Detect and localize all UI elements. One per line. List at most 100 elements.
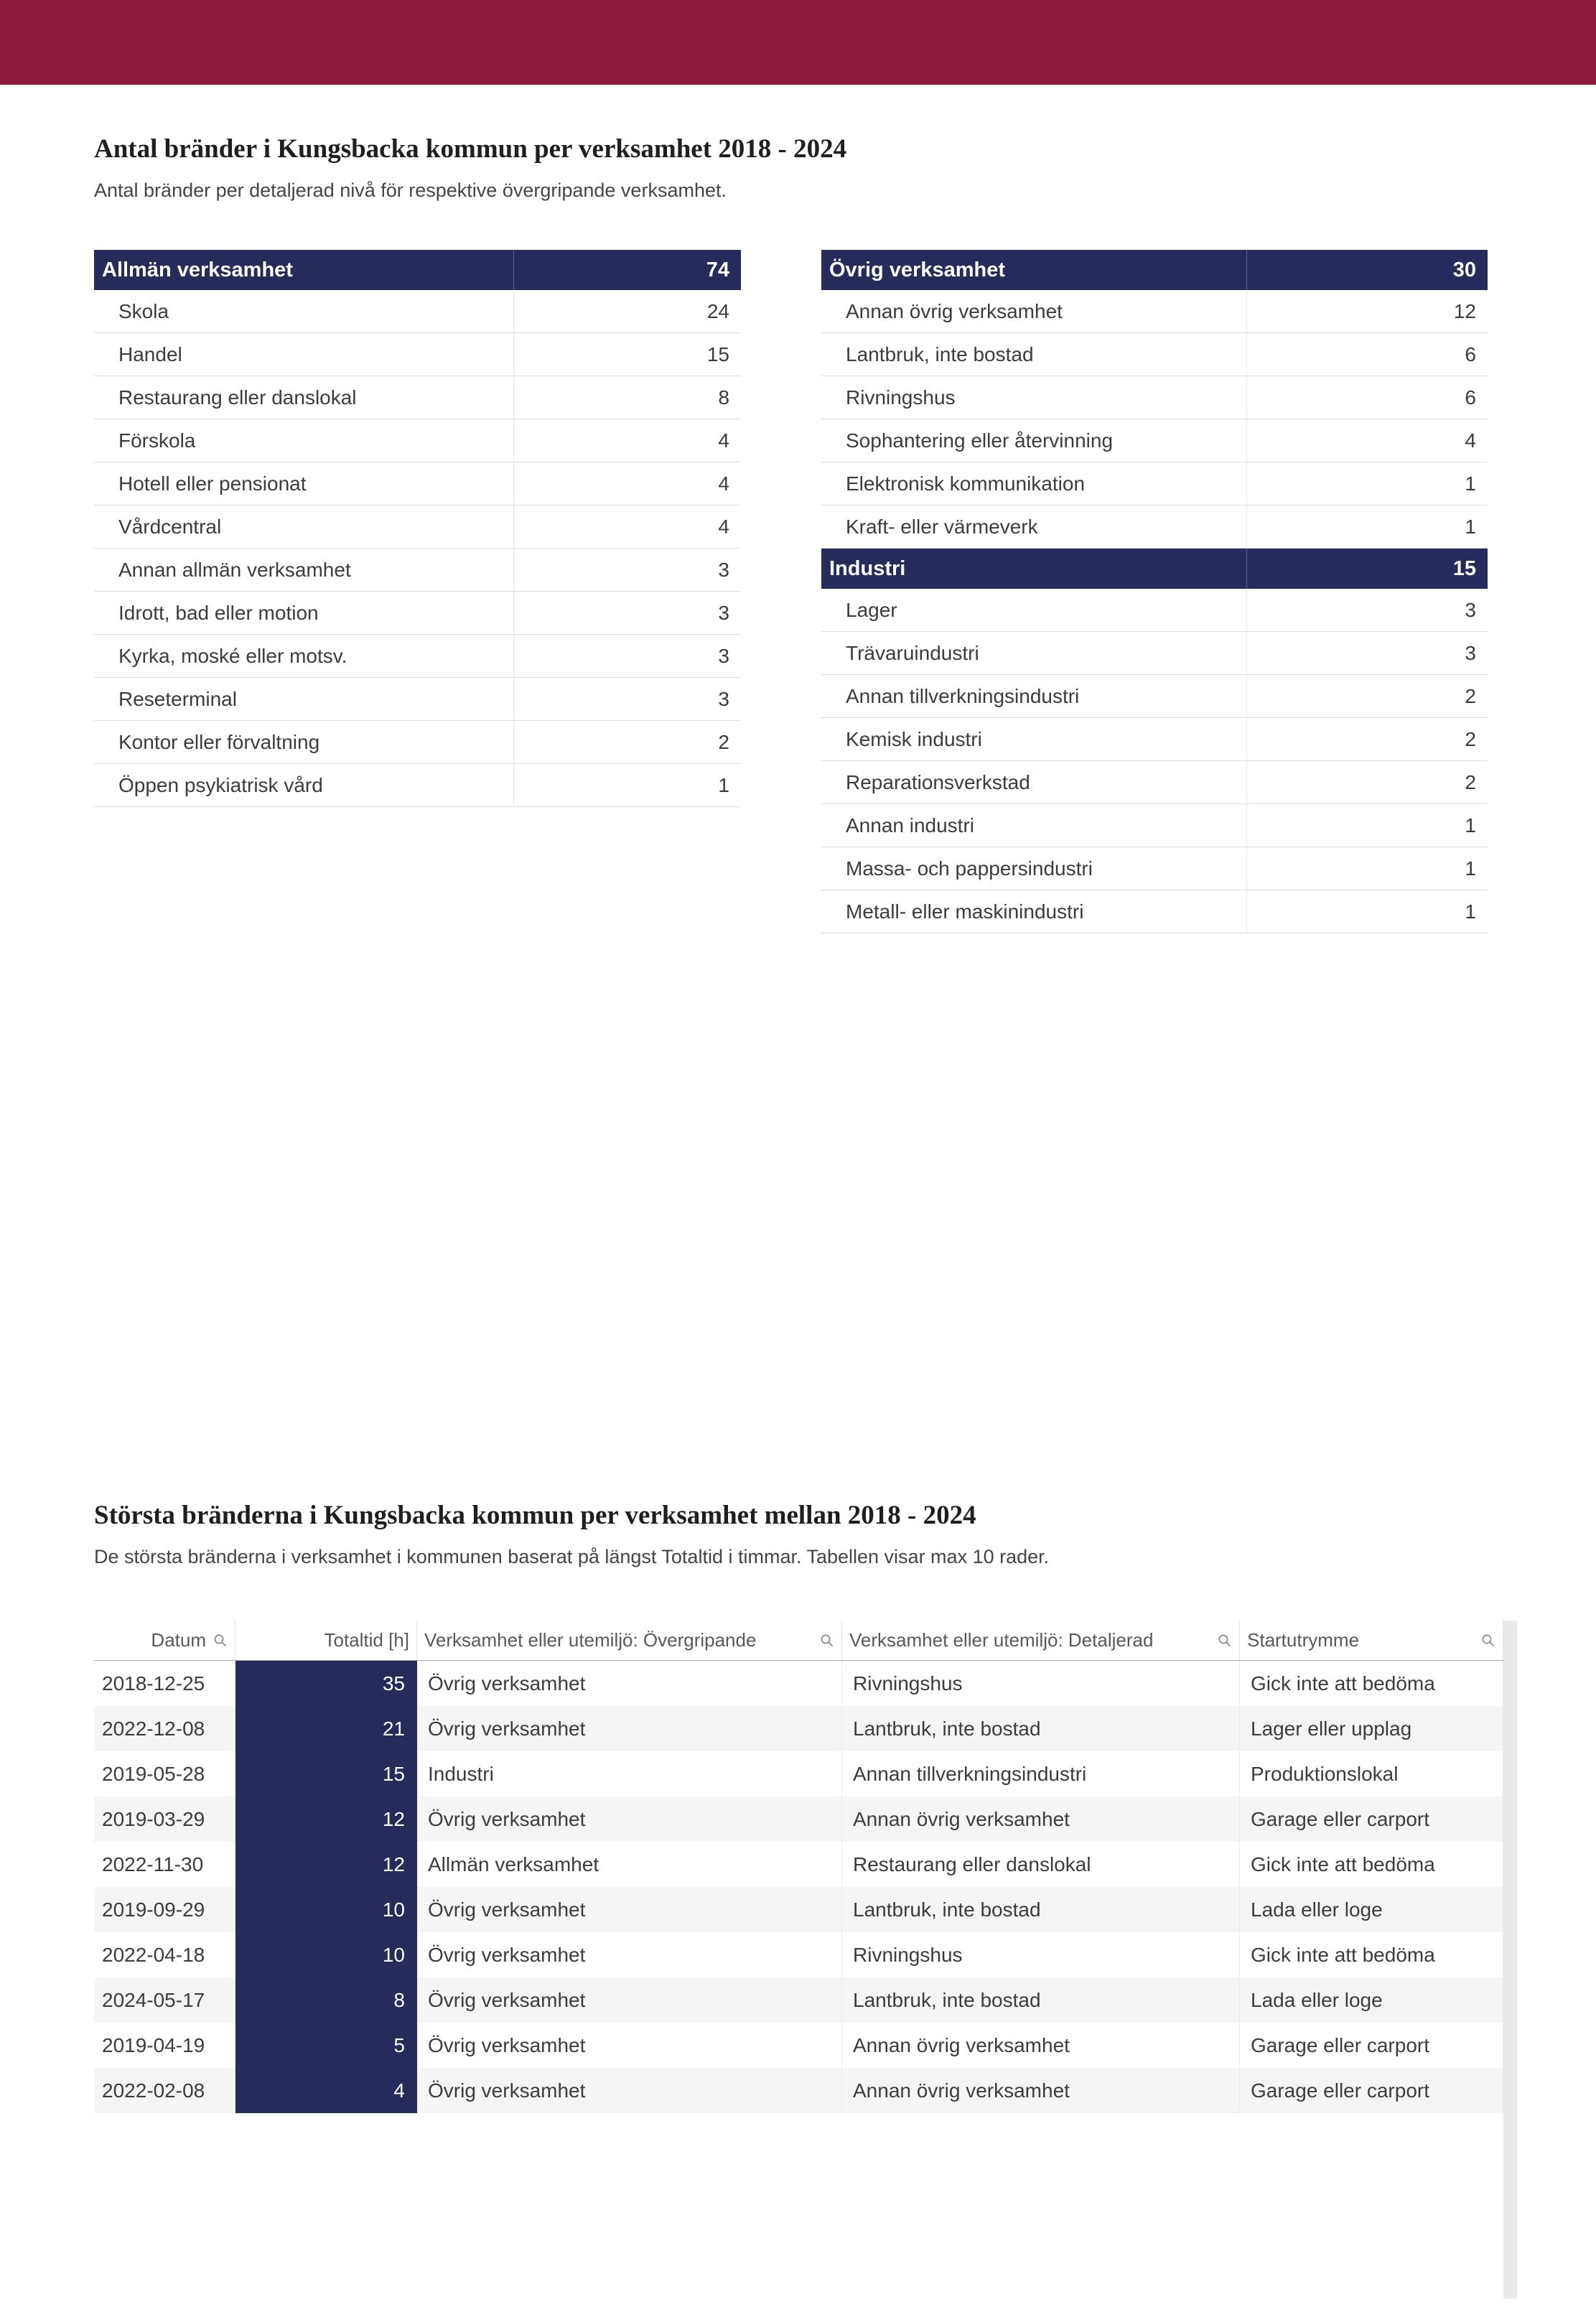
summary-row[interactable]: Annan tillverkningsindustri 2: [821, 675, 1488, 719]
column-header-label: Totaltid [h]: [324, 1629, 409, 1651]
table-row[interactable]: 2019-03-29 12 Övrig verksamhet Annan övrig …: [94, 1796, 1503, 1842]
column-header-detaljerad[interactable]: Verksamhet eller utemiljö: Detaljerad: [842, 1621, 1240, 1661]
summary-row[interactable]: Elektronisk kommunikation 1: [821, 462, 1488, 506]
summary-row-value: 1: [1465, 900, 1476, 923]
table-row[interactable]: 2019-04-19 5 Övrig verksamhet Annan övrig v…: [94, 2023, 1503, 2069]
summary-group-header[interactable]: Allmän verksamhet 74: [94, 250, 741, 291]
table-row[interactable]: 2019-05-28 15 Industri Annan tillverkningsi…: [94, 1751, 1503, 1797]
summary-group-title: Allmän verksamhet: [94, 250, 514, 291]
cell-datum: 2024-05-17: [94, 1977, 235, 2023]
summary-row-value: 2: [1465, 770, 1476, 793]
summary-table-right: Övrig verksamhet 30 Annan övrig verksamhet…: [821, 250, 1488, 934]
summary-row[interactable]: Annan industri 1: [821, 804, 1488, 848]
summary-row[interactable]: Rivningshus 6: [821, 376, 1488, 420]
summary-row-label: Reparationsverkstad: [821, 761, 1247, 804]
summary-row[interactable]: Annan allmän verksamhet 3: [94, 549, 741, 592]
summary-row[interactable]: Massa- och pappersindustri 1: [821, 847, 1488, 891]
summary-row[interactable]: Annan övrig verksamhet 12: [821, 290, 1488, 334]
search-icon[interactable]: [213, 1633, 228, 1648]
search-icon[interactable]: [1480, 1633, 1495, 1648]
cell-totaltid: 4: [235, 2068, 417, 2114]
summary-row-label: Restaurang eller danslokal: [94, 376, 514, 419]
cell-detaljerad: Restaurang eller danslokal: [842, 1842, 1240, 1888]
cell-totaltid: 5: [235, 2023, 417, 2069]
summary-group-header[interactable]: Industri 15: [821, 549, 1488, 589]
summary-row[interactable]: Kraft- eller värmeverk 1: [821, 505, 1488, 549]
summary-group-total: 74: [706, 258, 729, 281]
column-header-overgripande[interactable]: Verksamhet eller utemiljö: Övergripande: [417, 1621, 842, 1661]
cell-startutrymme: Lada eller loge: [1240, 1977, 1503, 2023]
summary-row-value: 3: [1465, 641, 1476, 664]
summary-row[interactable]: Öppen psykiatrisk vård 1: [94, 764, 741, 808]
cell-detaljerad: Annan övrig verksamhet: [842, 2023, 1240, 2069]
summary-row[interactable]: Kemisk industri 2: [821, 718, 1488, 762]
table-row[interactable]: 2022-12-08 21 Övrig verksamhet Lantbruk, in…: [94, 1706, 1503, 1752]
cell-totaltid: 35: [235, 1661, 417, 1707]
column-header-datum[interactable]: Datum: [94, 1621, 235, 1661]
summary-row-value: 2: [1465, 684, 1476, 707]
table-row[interactable]: 2022-04-18 10 Övrig verksamhet Rivningshus G…: [94, 1932, 1503, 1978]
cell-startutrymme: Produktionslokal: [1240, 1751, 1503, 1797]
cell-totaltid: 21: [235, 1706, 417, 1752]
summary-row[interactable]: Förskola 4: [94, 419, 741, 463]
summary-row[interactable]: Handel 15: [94, 333, 741, 377]
cell-datum: 2019-05-28: [94, 1751, 235, 1797]
cell-detaljerad: Annan tillverkningsindustri: [842, 1751, 1240, 1797]
cell-datum: 2019-03-29: [94, 1796, 235, 1842]
cell-startutrymme: Lager eller upplag: [1240, 1706, 1503, 1752]
search-icon[interactable]: [1217, 1633, 1232, 1648]
summary-group-title: Industri: [821, 549, 1247, 589]
search-icon[interactable]: [819, 1633, 834, 1648]
cell-overgripande: Övrig verksamhet: [417, 1932, 842, 1978]
cell-datum: 2022-12-08: [94, 1706, 235, 1752]
cell-startutrymme: Gick inte att bedöma: [1240, 1842, 1503, 1888]
summary-row-label: Förskola: [94, 419, 514, 462]
summary-row[interactable]: Restaurang eller danslokal 8: [94, 376, 741, 420]
cell-datum: 2018-12-25: [94, 1661, 235, 1707]
summary-row-value: 1: [1465, 857, 1476, 880]
table-row[interactable]: 2019-09-29 10 Övrig verksamhet Lantbruk, in…: [94, 1887, 1503, 1933]
summary-row[interactable]: Trävaruindustri 3: [821, 632, 1488, 676]
summary-row[interactable]: Reseterminal 3: [94, 678, 741, 722]
summary-row[interactable]: Idrott, bad eller motion 3: [94, 592, 741, 635]
cell-totaltid: 10: [235, 1887, 417, 1933]
column-header-label: Datum: [151, 1629, 206, 1651]
table-row[interactable]: 2018-12-25 35 Övrig verksamhet Rivningshus G…: [94, 1661, 1503, 1707]
summary-row-value: 6: [1465, 342, 1476, 365]
summary-row-label: Kyrka, moské eller motsv.: [94, 635, 514, 678]
cell-totaltid: 12: [235, 1842, 417, 1888]
cell-startutrymme: Gick inte att bedöma: [1240, 1932, 1503, 1978]
vertical-scrollbar[interactable]: [1503, 1621, 1517, 2299]
table-row[interactable]: 2022-11-30 12 Allmän verksamhet Restaurang …: [94, 1842, 1503, 1888]
section2-subtitle: De största bränderna i verksamhet i komm…: [94, 1545, 1050, 1567]
column-header-totaltid[interactable]: Totaltid [h]: [235, 1621, 417, 1661]
app-header-bar: [0, 0, 1596, 85]
section1-title: Antal bränder i Kungsbacka kommun per ve…: [94, 134, 847, 164]
summary-row-value: 3: [718, 644, 729, 667]
table-row[interactable]: 2022-02-08 4 Övrig verksamhet Annan övrig v…: [94, 2068, 1503, 2114]
summary-row[interactable]: Skola 24: [94, 290, 741, 334]
table-row[interactable]: 2024-05-17 8 Övrig verksamhet Lantbruk, int…: [94, 1977, 1503, 2023]
summary-row-value: 6: [1465, 386, 1476, 409]
cell-overgripande: Övrig verksamhet: [417, 1977, 842, 2023]
cell-startutrymme: Garage eller carport: [1240, 2068, 1503, 2114]
summary-row-value: 2: [1465, 727, 1476, 750]
summary-row[interactable]: Kontor eller förvaltning 2: [94, 721, 741, 765]
summary-row[interactable]: Kyrka, moské eller motsv. 3: [94, 635, 741, 679]
summary-row[interactable]: Vårdcentral 4: [94, 505, 741, 549]
column-header-startutrymme[interactable]: Startutrymme: [1240, 1621, 1503, 1661]
summary-row[interactable]: Metall- eller maskinindustri 1: [821, 890, 1488, 934]
cell-datum: 2022-04-18: [94, 1932, 235, 1978]
summary-group-header[interactable]: Övrig verksamhet 30: [821, 250, 1488, 291]
cell-overgripande: Övrig verksamhet: [417, 2068, 842, 2114]
summary-row[interactable]: Lantbruk, inte bostad 6: [821, 333, 1488, 377]
summary-row-value: 2: [718, 730, 729, 753]
cell-totaltid: 10: [235, 1932, 417, 1978]
summary-row[interactable]: Sophantering eller återvinning 4: [821, 419, 1488, 463]
summary-tables: Allmän verksamhet 74 Skola 24 Handel 15 Restau…: [94, 250, 1488, 934]
summary-row[interactable]: Lager 3: [821, 589, 1488, 633]
summary-row[interactable]: Reparationsverkstad 2: [821, 761, 1488, 805]
cell-detaljerad: Rivningshus: [842, 1932, 1240, 1978]
summary-row[interactable]: Hotell eller pensionat 4: [94, 462, 741, 506]
